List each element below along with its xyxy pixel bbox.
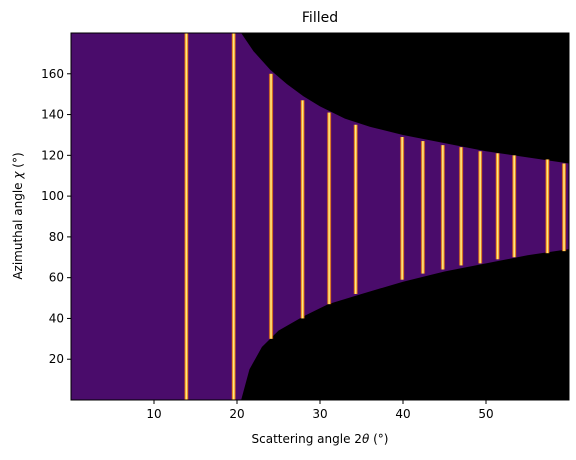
y-tick-label: 20 — [49, 352, 64, 366]
y-axis-label: Azimuthal angle χ (°) — [11, 152, 25, 279]
y-tick-label: 40 — [49, 311, 64, 325]
ring-line — [440, 145, 446, 270]
y-tick-label: 140 — [41, 108, 64, 122]
x-tick-label: 30 — [312, 407, 327, 421]
ring-line — [268, 73, 274, 339]
y-tick-label: 100 — [41, 189, 64, 203]
ring-line — [183, 33, 189, 400]
x-tick-label: 10 — [146, 407, 161, 421]
y-axis: 20 40 60 80 100 120 140 160 — [41, 67, 71, 366]
chart-title: Filled — [302, 10, 338, 26]
ring-line — [231, 33, 237, 400]
x-tick-label: 50 — [478, 407, 493, 421]
ring-line — [511, 155, 517, 258]
ring-line — [495, 153, 501, 260]
ring-line — [420, 141, 426, 274]
x-axis-label: Scattering angle 2θ (°) — [252, 432, 389, 446]
y-tick-label: 80 — [49, 230, 64, 244]
ring-lines — [183, 33, 567, 400]
ring-line — [300, 100, 306, 319]
ring-line — [477, 151, 483, 264]
y-tick-label: 120 — [41, 148, 64, 162]
y-tick-label: 60 — [49, 271, 64, 285]
plot-area — [71, 33, 569, 400]
ring-line — [561, 163, 567, 252]
filled-region — [71, 33, 569, 400]
ring-line — [399, 136, 405, 280]
x-tick-label: 20 — [229, 407, 244, 421]
y-tick-label: 160 — [41, 67, 64, 81]
ring-line — [353, 124, 359, 294]
x-tick-label: 40 — [395, 407, 410, 421]
ring-line — [326, 112, 332, 305]
x-axis: 10 20 30 40 50 — [146, 400, 494, 421]
ring-line — [544, 159, 550, 254]
ring-line — [458, 147, 464, 266]
